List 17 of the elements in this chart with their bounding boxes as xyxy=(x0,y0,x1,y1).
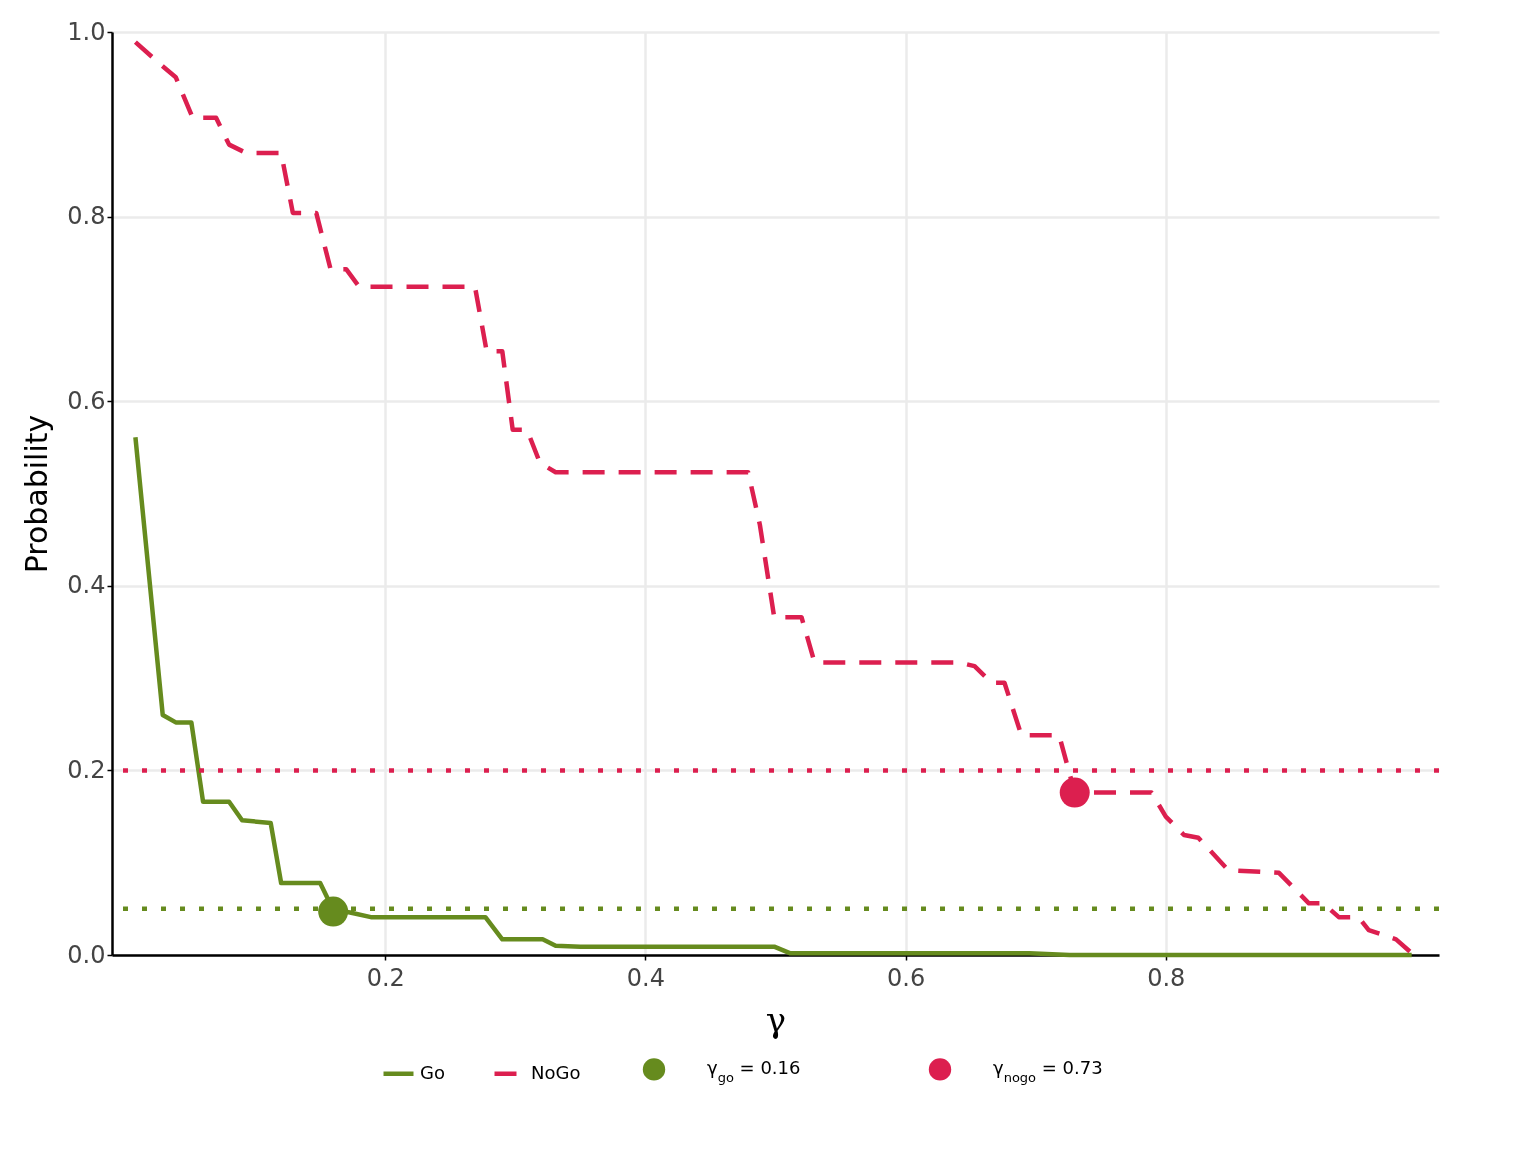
y-tick-label: 0.8 xyxy=(67,202,106,231)
x-axis-title: γ xyxy=(765,999,787,1040)
x-tick-label: 0.6 xyxy=(887,963,926,992)
line-series xyxy=(133,39,1414,956)
x-tick-label: 0.8 xyxy=(1147,963,1186,992)
legend-label: Go xyxy=(420,1061,445,1083)
legend-label: γ$_{nogo}$ = 0.73 xyxy=(993,1057,1103,1085)
x-tick-label: 0.2 xyxy=(366,963,405,992)
y-tick-label: 0.6 xyxy=(67,386,106,415)
legend-label: NoGo xyxy=(531,1061,581,1083)
y-axis-title: Probability xyxy=(19,414,55,574)
y-tick-label: 0.4 xyxy=(67,571,106,600)
y-tick-label: 0.0 xyxy=(67,940,106,969)
x-tick-label: 0.4 xyxy=(626,963,665,992)
y-tick-label: 0.2 xyxy=(67,755,106,784)
y-tick-label: 1.0 xyxy=(67,17,106,46)
legend-label: γ$_{go}$ = 0.16 xyxy=(707,1057,801,1085)
